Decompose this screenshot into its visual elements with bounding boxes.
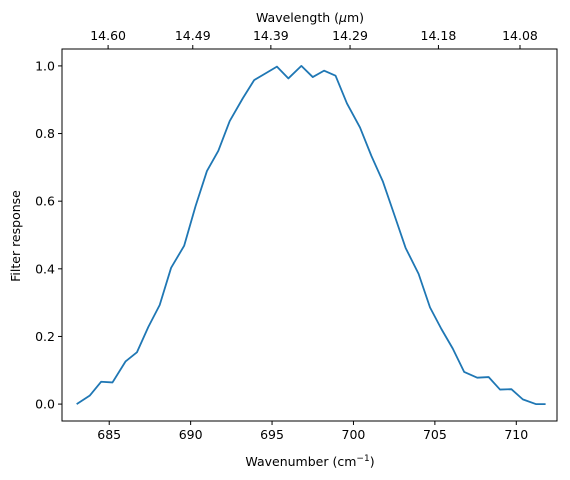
top-x-axis-label: Wavelength (μm) — [256, 10, 364, 25]
y-tick-label: 1.0 — [35, 58, 55, 73]
y-tick-label: 0.6 — [35, 194, 55, 209]
x-tick-label: 700 — [342, 427, 366, 442]
top-x-axis: 14.60 14.49 14.39 14.29 14.18 14.08 — [90, 28, 538, 49]
top-x-tick-label: 14.49 — [175, 28, 211, 43]
top-x-tick-label: 14.60 — [90, 28, 126, 43]
y-axis-label: Filter response — [8, 190, 23, 282]
y-tick-label: 0.4 — [35, 261, 55, 276]
bottom-x-axis: 685 690 695 700 705 710 — [97, 421, 528, 442]
y-tick-label: 0.8 — [35, 126, 55, 141]
top-x-tick-label: 14.29 — [332, 28, 368, 43]
x-tick-label: 690 — [179, 427, 203, 442]
x-tick-label: 705 — [423, 427, 447, 442]
y-tick-label: 0.2 — [35, 329, 55, 344]
series-line — [76, 65, 546, 405]
top-x-tick-label: 14.08 — [502, 28, 538, 43]
plot-frame — [61, 48, 558, 422]
y-axis: 0.0 0.2 0.4 0.6 0.8 1.0 — [35, 58, 62, 412]
top-x-tick-label: 14.18 — [421, 28, 457, 43]
y-tick-label: 0.0 — [35, 397, 55, 412]
x-tick-label: 710 — [504, 427, 528, 442]
x-tick-label: 695 — [260, 427, 284, 442]
x-axis-label: Wavenumber (cm−1) — [245, 454, 374, 469]
x-tick-label: 685 — [97, 427, 121, 442]
top-x-tick-label: 14.39 — [253, 28, 289, 43]
